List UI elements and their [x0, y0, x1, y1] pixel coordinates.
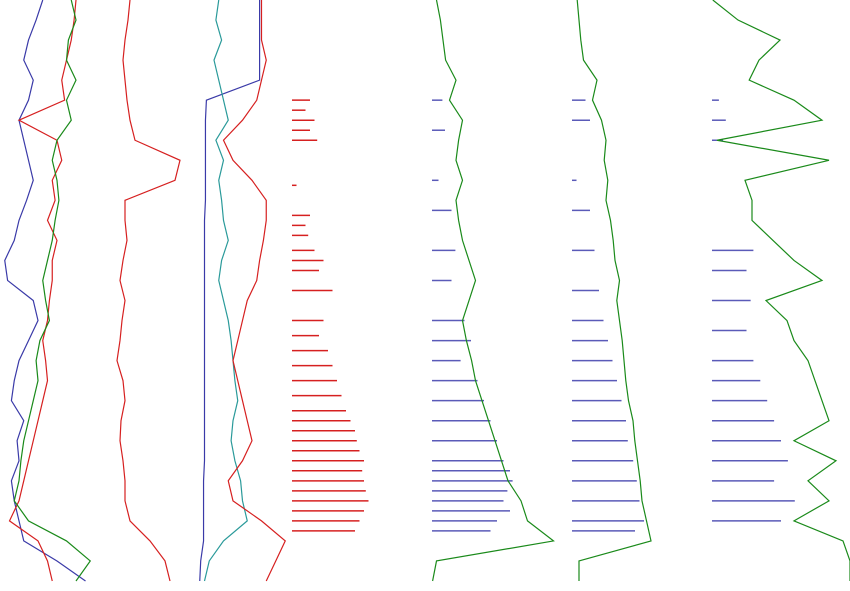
- log-curve: [8, 0, 77, 582]
- log-curve: [116, 0, 181, 582]
- log-curve: [222, 0, 286, 582]
- log-curve: [203, 0, 248, 582]
- log-curve: [432, 0, 555, 582]
- log-curve: [13, 0, 92, 582]
- log-curve: [576, 0, 652, 581]
- log-curve: [712, 0, 850, 581]
- log-curve: [4, 0, 86, 582]
- log-curve: [199, 0, 261, 582]
